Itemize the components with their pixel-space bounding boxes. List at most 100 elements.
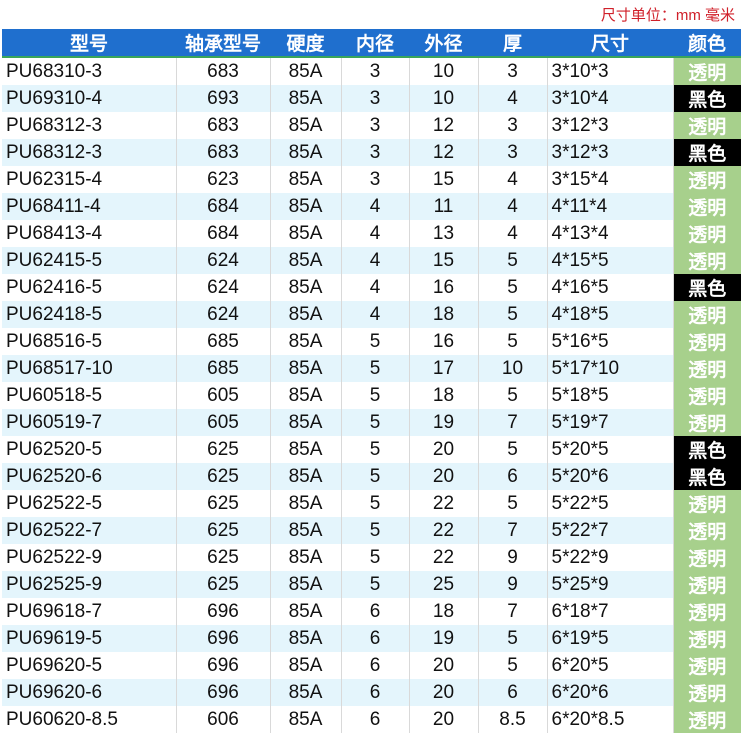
cell-hardness: 85A [270,166,342,193]
cell-color: 透明 [673,166,741,193]
cell-bearing-model: 696 [176,598,271,625]
cell-bearing-model: 696 [176,652,271,679]
cell-outer-diameter: 25 [409,571,479,598]
cell-model: PU68517-10 [2,355,177,382]
table-row: PU60519-7 605 85A 5 19 7 5*19*7 透明 [2,409,741,436]
cell-outer-diameter: 18 [409,301,479,328]
cell-outer-diameter: 19 [409,409,479,436]
cell-color: 透明 [673,193,741,220]
cell-inner-diameter: 5 [341,355,410,382]
cell-hardness: 85A [270,679,342,706]
cell-model: PU60519-7 [2,409,177,436]
table-row: PU68411-4 684 85A 4 11 4 4*11*4 透明 [2,193,741,220]
cell-model: PU62315-4 [2,166,177,193]
cell-size: 4*15*5 [547,247,674,274]
unit-note: 尺寸单位：mm 毫米 [600,7,735,24]
cell-inner-diameter: 5 [341,382,410,409]
cell-hardness: 85A [270,490,342,517]
cell-size: 5*19*7 [547,409,674,436]
header-bearing-model: 轴承型号 [176,29,270,58]
header-color: 颜色 [673,29,741,58]
cell-size: 4*11*4 [547,193,674,220]
cell-bearing-model: 623 [176,166,271,193]
cell-model: PU62416-5 [2,274,177,301]
cell-model: PU68312-3 [2,139,177,166]
table-row: PU60620-8.5 606 85A 6 20 8.5 6*20*8.5 透明 [2,706,741,733]
cell-inner-diameter: 3 [341,57,410,85]
cell-bearing-model: 683 [176,112,271,139]
cell-size: 5*18*5 [547,382,674,409]
table-row: PU62415-5 624 85A 4 15 5 4*15*5 透明 [2,247,741,274]
cell-color: 黑色 [673,85,741,112]
cell-hardness: 85A [270,220,342,247]
cell-inner-diameter: 5 [341,517,410,544]
cell-outer-diameter: 16 [409,328,479,355]
cell-outer-diameter: 20 [409,652,479,679]
cell-color: 透明 [673,328,741,355]
cell-outer-diameter: 12 [409,112,479,139]
cell-hardness: 85A [270,247,342,274]
cell-inner-diameter: 6 [341,598,410,625]
cell-size: 3*10*3 [547,57,674,85]
cell-hardness: 85A [270,517,342,544]
cell-inner-diameter: 6 [341,679,410,706]
table-row: PU69618-7 696 85A 6 18 7 6*18*7 透明 [2,598,741,625]
cell-color: 透明 [673,247,741,274]
table-row: PU68312-3 683 85A 3 12 3 3*12*3 黑色 [2,139,741,166]
table-row: PU62525-9 625 85A 5 25 9 5*25*9 透明 [2,571,741,598]
cell-bearing-model: 625 [176,571,271,598]
cell-thickness: 3 [478,57,548,85]
cell-inner-diameter: 3 [341,139,410,166]
cell-model: PU69618-7 [2,598,177,625]
cell-bearing-model: 625 [176,544,271,571]
cell-size: 6*20*6 [547,679,674,706]
cell-thickness: 7 [478,517,548,544]
cell-size: 6*18*7 [547,598,674,625]
cell-outer-diameter: 15 [409,166,479,193]
cell-thickness: 5 [478,490,548,517]
cell-inner-diameter: 5 [341,571,410,598]
cell-thickness: 3 [478,112,548,139]
table-row: PU68312-3 683 85A 3 12 3 3*12*3 透明 [2,112,741,139]
cell-thickness: 4 [478,220,548,247]
cell-hardness: 85A [270,544,342,571]
cell-hardness: 85A [270,652,342,679]
cell-bearing-model: 624 [176,301,271,328]
table-row: PU62418-5 624 85A 4 18 5 4*18*5 透明 [2,301,741,328]
header-model: 型号 [2,29,176,58]
cell-model: PU60518-5 [2,382,177,409]
cell-thickness: 5 [478,382,548,409]
cell-thickness: 5 [478,328,548,355]
table-row: PU69620-5 696 85A 6 20 5 6*20*5 透明 [2,652,741,679]
cell-size: 5*22*9 [547,544,674,571]
cell-model: PU62522-9 [2,544,177,571]
cell-size: 3*10*4 [547,85,674,112]
cell-model: PU68411-4 [2,193,177,220]
cell-color: 黑色 [673,274,741,301]
cell-inner-diameter: 3 [341,85,410,112]
cell-bearing-model: 624 [176,247,271,274]
cell-size: 5*22*7 [547,517,674,544]
cell-inner-diameter: 4 [341,193,410,220]
cell-color: 透明 [673,301,741,328]
cell-thickness: 9 [478,544,548,571]
cell-color: 透明 [673,112,741,139]
cell-bearing-model: 606 [176,706,271,733]
cell-inner-diameter: 5 [341,409,410,436]
cell-color: 透明 [673,706,741,733]
cell-size: 5*17*10 [547,355,674,382]
cell-size: 6*20*8.5 [547,706,674,733]
cell-outer-diameter: 18 [409,382,479,409]
table-row: PU68413-4 684 85A 4 13 4 4*13*4 透明 [2,220,741,247]
cell-color: 透明 [673,517,741,544]
cell-outer-diameter: 22 [409,517,479,544]
cell-model: PU62520-6 [2,463,177,490]
cell-outer-diameter: 12 [409,139,479,166]
cell-color: 透明 [673,409,741,436]
cell-outer-diameter: 20 [409,679,479,706]
cell-bearing-model: 683 [176,139,271,166]
table-row: PU69310-4 693 85A 3 10 4 3*10*4 黑色 [2,85,741,112]
cell-hardness: 85A [270,463,342,490]
cell-inner-diameter: 5 [341,490,410,517]
cell-size: 3*12*3 [547,139,674,166]
